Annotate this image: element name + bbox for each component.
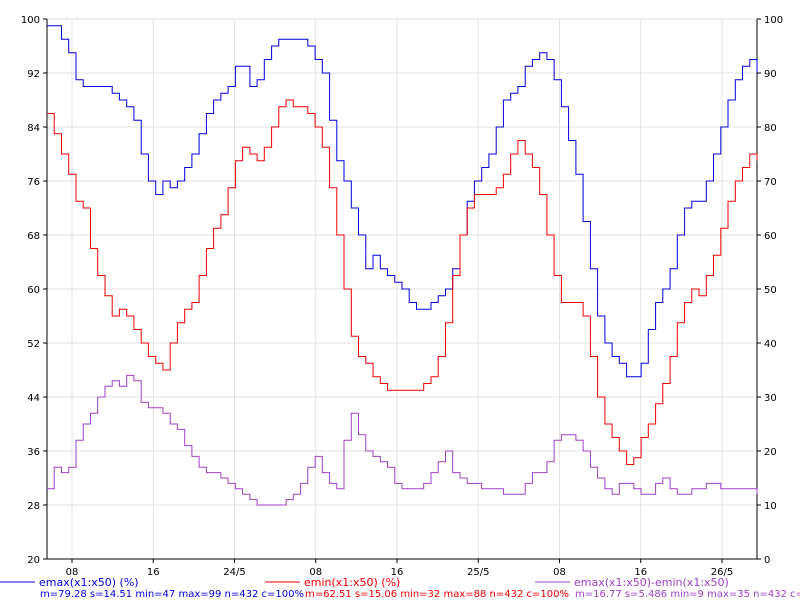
y-right-tick-label: 70 — [764, 177, 777, 188]
legend: emax(x1:x50) (%)m=79.28 s=14.51 min=47 m… — [0, 576, 800, 600]
x-tick-label: 25/5 — [467, 567, 489, 578]
y-right-tick-label: 60 — [764, 231, 777, 242]
x-tick-label: 08 — [309, 567, 322, 578]
y-left-tick-label: 100 — [21, 15, 40, 26]
x-tick-label: 08 — [553, 567, 566, 578]
y-right-tick-label: 50 — [764, 285, 777, 296]
y-left-tick-label: 28 — [27, 501, 40, 512]
y-right-tick-label: 10 — [764, 501, 777, 512]
y-left-tick-label: 92 — [27, 69, 40, 80]
y-left-tick-label: 44 — [27, 393, 40, 404]
y-left-tick-label: 76 — [27, 177, 40, 188]
y-left-ticks: 20 28 36 44 52 60 68 76 84 92 100 — [21, 15, 47, 566]
legend-label-1: emin(x1:x50) (%) — [304, 576, 400, 589]
legend-stats-0: m=79.28 s=14.51 min=47 max=99 n=432 c=10… — [40, 589, 304, 600]
y-right-tick-label: 20 — [764, 447, 777, 458]
y-left-tick-label: 20 — [27, 555, 40, 566]
y-left-tick-label: 52 — [27, 339, 40, 350]
y-left-tick-label: 68 — [27, 231, 40, 242]
legend-label-2: emax(x1:x50)-emin(x1:x50) — [574, 576, 729, 589]
x-tick-label: 08 — [66, 567, 79, 578]
y-right-tick-label: 40 — [764, 339, 777, 350]
x-tick-label: 24/5 — [223, 567, 245, 578]
y-left-tick-label: 60 — [27, 285, 40, 296]
series-lines — [47, 25, 758, 506]
x-ticks: 08 16 24/5 08 16 25/5 08 16 26/5 — [66, 559, 733, 578]
y-left-tick-label: 84 — [27, 123, 40, 134]
y-right-tick-label: 100 — [764, 15, 783, 26]
series-line-2 — [47, 374, 758, 506]
y-left-tick-label: 36 — [27, 447, 40, 458]
x-tick-label: 16 — [634, 567, 647, 578]
series-line-1 — [47, 99, 758, 465]
y-right-tick-label: 30 — [764, 393, 777, 404]
y-right-tick-label: 90 — [764, 69, 777, 80]
y-right-ticks: 0 10 20 30 40 50 60 70 80 90 100 — [757, 15, 783, 566]
x-tick-label: 26/5 — [711, 567, 733, 578]
legend-stats-2: m=16.77 s=5.486 min=9 max=35 n=432 c=100… — [575, 589, 800, 600]
y-right-tick-label: 80 — [764, 123, 777, 134]
x-tick-label: 16 — [147, 567, 160, 578]
y-right-tick-label: 0 — [764, 555, 770, 566]
x-tick-label: 16 — [391, 567, 404, 578]
legend-label-0: emax(x1:x50) (%) — [39, 576, 139, 589]
series-line-0 — [47, 25, 758, 378]
legend-stats-1: m=62.51 s=15.06 min=32 max=88 n=432 c=10… — [305, 589, 569, 600]
